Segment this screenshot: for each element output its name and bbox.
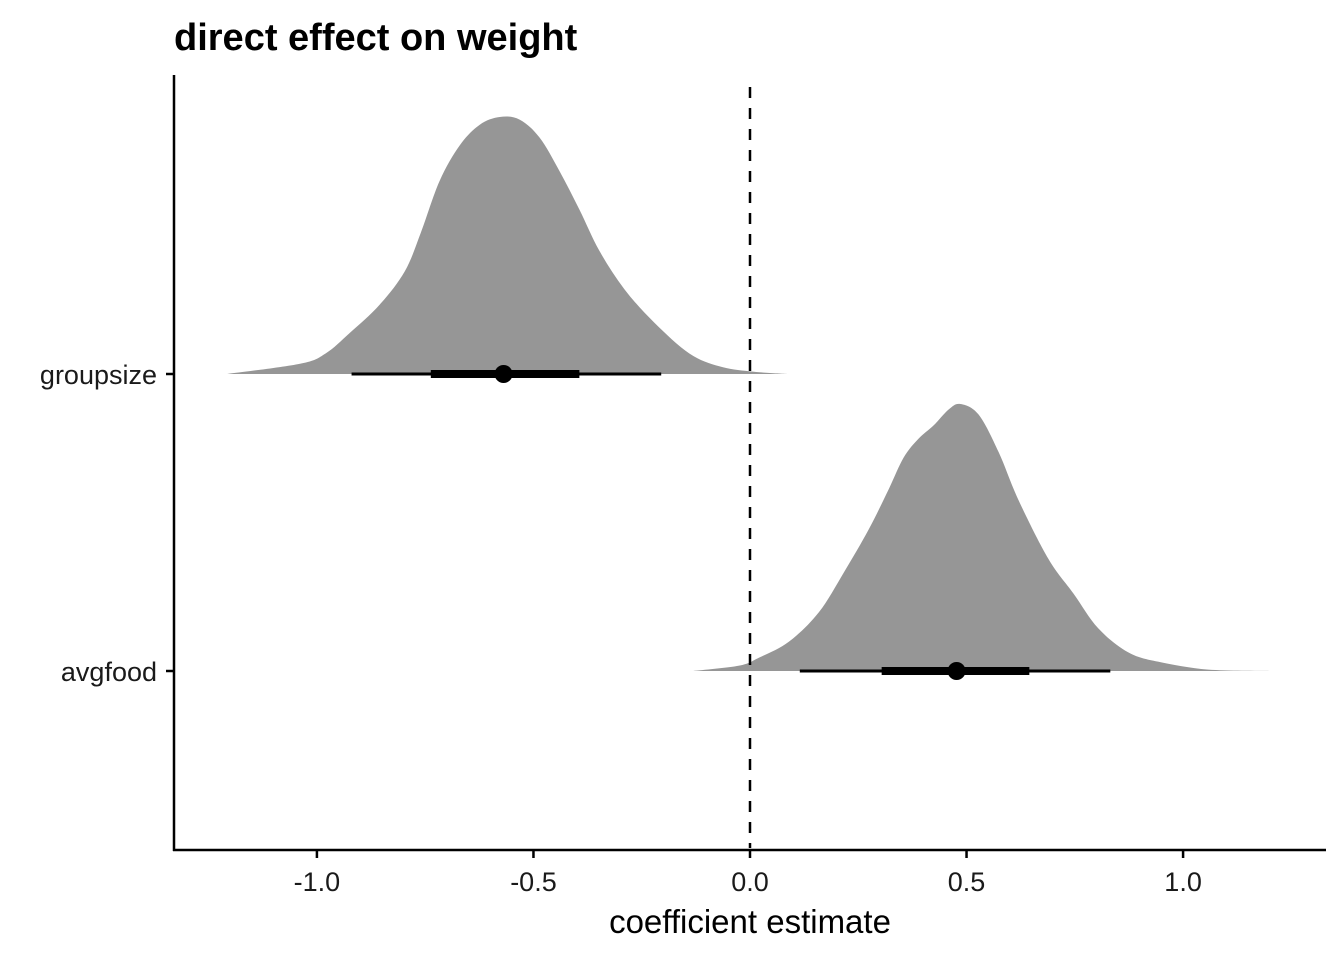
axes: -1.0 -0.5 0.0 0.5 1.0 groupsize avgfood <box>40 75 1326 897</box>
point-estimate-avgfood <box>947 662 966 680</box>
x-tick-label: 0.5 <box>948 867 986 897</box>
x-axis-ticks: -1.0 -0.5 0.0 0.5 1.0 <box>294 850 1202 897</box>
point-estimate-groupsize <box>494 365 513 383</box>
y-tick-label: avgfood <box>61 657 157 687</box>
density-groupsize <box>227 116 789 374</box>
x-tick-label: -0.5 <box>510 867 557 897</box>
x-axis-title: coefficient estimate <box>609 903 891 940</box>
x-tick-label: 1.0 <box>1164 867 1202 897</box>
x-tick-label: 0.0 <box>731 867 769 897</box>
chart-title: direct effect on weight <box>174 17 578 59</box>
x-tick-label: -1.0 <box>294 867 341 897</box>
density-avgfood <box>693 403 1270 671</box>
plot-area <box>227 87 1270 848</box>
density-layer <box>227 116 1270 671</box>
y-tick-label: groupsize <box>40 360 157 390</box>
interval-layer <box>351 365 1111 680</box>
y-axis-ticks: groupsize avgfood <box>40 360 174 687</box>
